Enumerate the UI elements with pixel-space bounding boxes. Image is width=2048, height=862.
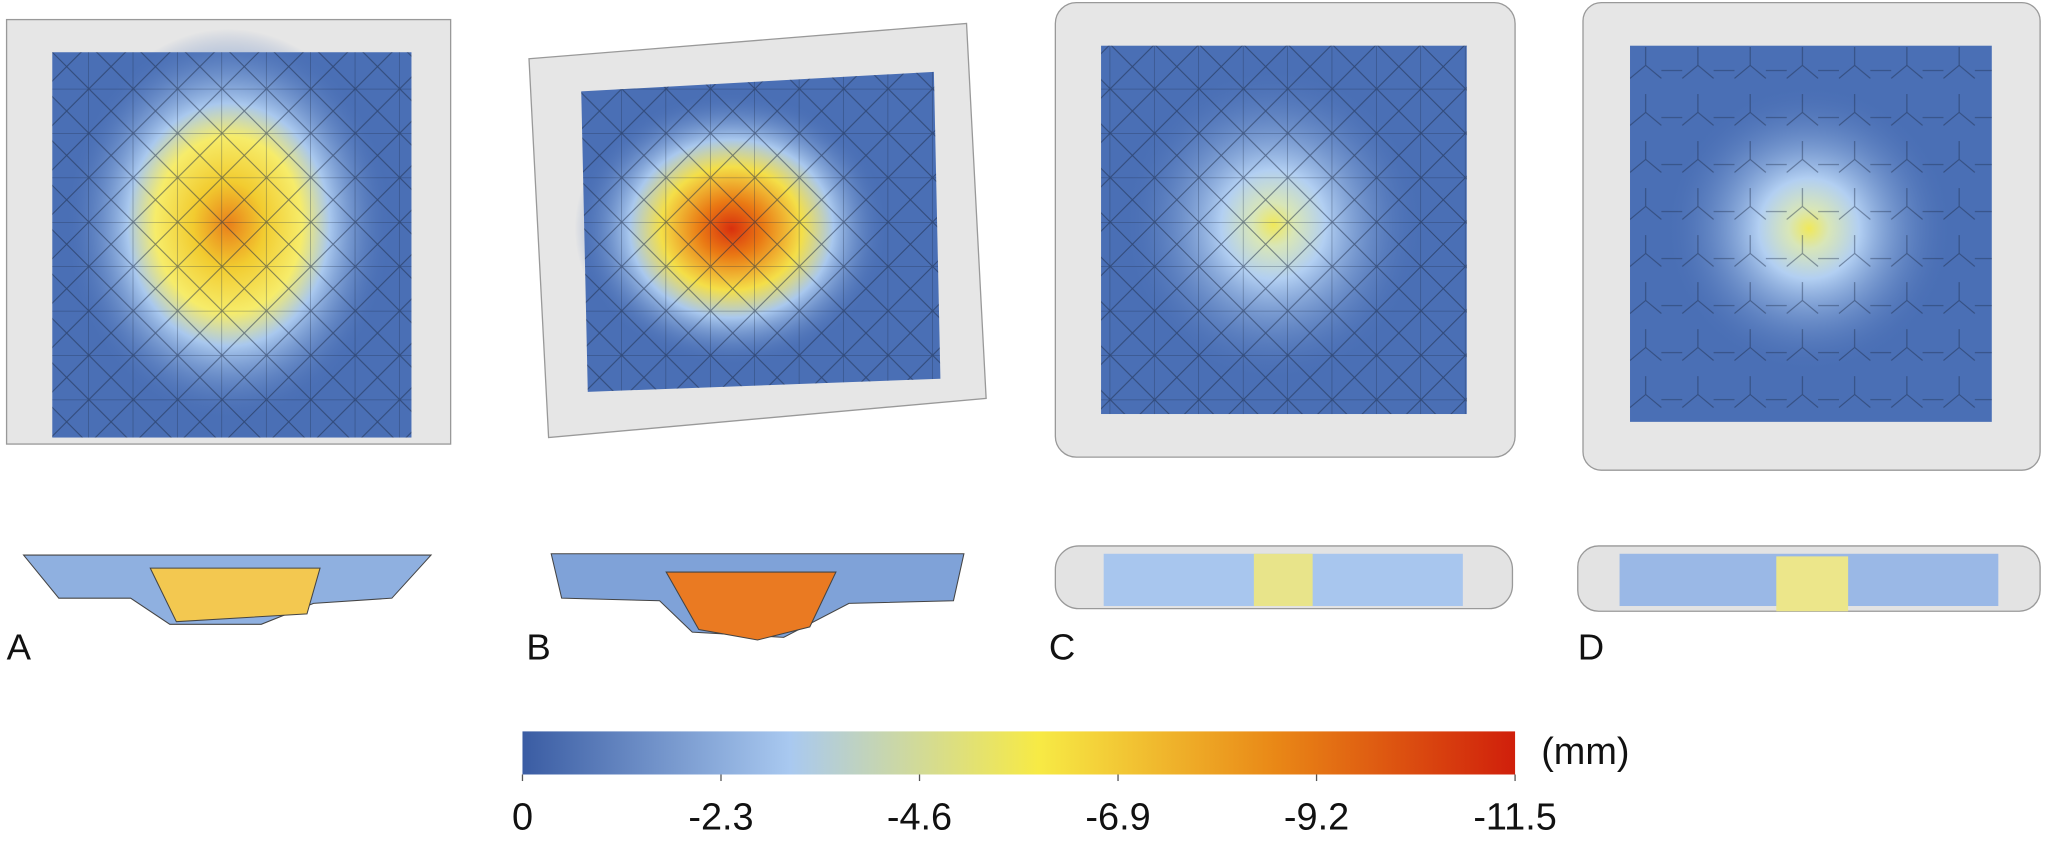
colorbar-tick-label: -11.5 — [1473, 796, 1556, 838]
panel-d-top — [1582, 1, 2041, 471]
panel-label: A — [7, 627, 32, 668]
colorbar-unit: (mm) — [1541, 731, 1629, 773]
colorbar: (mm) 0 -2.3 -4.6 -6.9 -9.2 -11.5 — [512, 731, 1630, 838]
colorbar-tick-label: 0 — [512, 796, 533, 838]
colorbar-tick-label: -9.2 — [1284, 796, 1349, 838]
panel-c-side — [1054, 545, 1514, 610]
panel-label: C — [1049, 627, 1075, 668]
panel-a-side — [22, 554, 433, 625]
colorbar-tick-label: -6.9 — [1085, 796, 1150, 838]
panel-b-side — [550, 553, 965, 641]
panel-c-top — [1054, 1, 1516, 458]
colorbar-tick-label: -4.6 — [887, 796, 952, 838]
colorbar-tick-label: -2.3 — [688, 796, 753, 838]
colorbar-gradient — [522, 731, 1516, 775]
panel-label: D — [1578, 627, 1604, 668]
panel-d-side — [1577, 545, 2041, 612]
panel-label: B — [526, 627, 550, 668]
panel-a-top — [5, 18, 452, 445]
panel-b-top — [528, 22, 987, 439]
